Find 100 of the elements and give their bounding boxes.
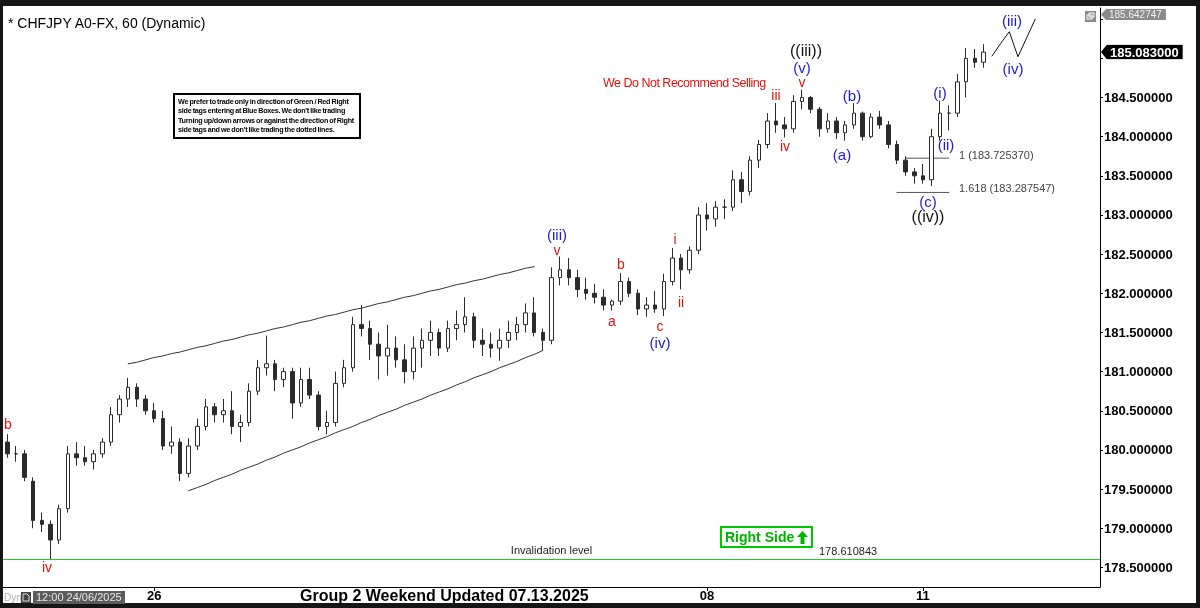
annotation: (iii) bbox=[547, 225, 567, 243]
candlestick bbox=[22, 449, 27, 482]
annotation: i bbox=[673, 231, 677, 247]
candlestick bbox=[273, 359, 277, 392]
candlestick bbox=[532, 296, 536, 337]
candlestick bbox=[523, 302, 528, 333]
candlestick bbox=[662, 273, 666, 317]
candlestick bbox=[869, 112, 873, 139]
candlestick bbox=[670, 247, 675, 286]
candlestick bbox=[411, 335, 416, 380]
candlestick bbox=[48, 519, 53, 560]
candlestick bbox=[83, 445, 87, 467]
line-series bbox=[127, 266, 535, 365]
candlestick bbox=[964, 47, 968, 98]
annotation: 178.610843 bbox=[819, 545, 878, 557]
candlestick bbox=[895, 140, 899, 165]
candlestick bbox=[912, 167, 917, 185]
annotation: (b) bbox=[842, 86, 862, 104]
candlestick bbox=[463, 296, 467, 333]
candlestick bbox=[359, 304, 364, 337]
candlestick bbox=[230, 390, 234, 435]
candlestick bbox=[264, 335, 269, 377]
candlestick bbox=[238, 414, 243, 443]
candlestick bbox=[653, 290, 657, 314]
candlestick bbox=[852, 102, 856, 130]
candlestick bbox=[843, 120, 847, 142]
x-tick-label: 11 bbox=[916, 588, 930, 603]
candlestick bbox=[299, 367, 303, 408]
candlestick bbox=[204, 398, 208, 431]
candlestick bbox=[515, 316, 519, 341]
candlestick bbox=[765, 112, 770, 149]
candlestick bbox=[152, 402, 156, 424]
candlestick bbox=[368, 320, 372, 361]
annotation: iv bbox=[779, 138, 791, 154]
candlestick bbox=[40, 512, 44, 533]
candlestick bbox=[834, 116, 839, 140]
text: 185.083000 bbox=[1101, 44, 1183, 60]
x-tick-label: 08 bbox=[699, 588, 715, 603]
candlestick bbox=[376, 331, 381, 380]
candlestick bbox=[687, 245, 692, 275]
text: Dyn bbox=[4, 592, 22, 603]
candlestick bbox=[454, 310, 459, 341]
y-tick-label: 184.000000 bbox=[1104, 129, 1173, 145]
candlestick bbox=[549, 266, 554, 345]
y-tick-label: 180.000000 bbox=[1104, 442, 1173, 458]
annotation: b bbox=[4, 416, 12, 432]
candlestick bbox=[575, 269, 580, 298]
candlestick bbox=[109, 406, 113, 447]
candlestick bbox=[826, 112, 830, 134]
candlestick bbox=[860, 111, 865, 142]
annotation: a bbox=[608, 313, 616, 329]
annotation: (i) bbox=[933, 83, 947, 101]
annotation: 1.618 (183.287547) bbox=[959, 182, 1056, 194]
candlestick bbox=[886, 120, 891, 149]
candlestick bbox=[877, 110, 882, 130]
candlestick bbox=[178, 437, 182, 482]
candlestick bbox=[748, 155, 752, 196]
candlestick bbox=[5, 433, 10, 459]
candlestick bbox=[290, 367, 295, 420]
candlestick bbox=[161, 410, 165, 451]
text: 12:00 24/06/2025 bbox=[33, 591, 125, 604]
y-tick-label: 182.500000 bbox=[1104, 246, 1173, 262]
candlestick bbox=[497, 328, 502, 362]
candlestick bbox=[57, 504, 61, 545]
text: 185.642747 bbox=[1101, 9, 1166, 20]
y-tick-label: 184.500000 bbox=[1104, 90, 1173, 105]
candlestick bbox=[981, 43, 986, 69]
candlestick bbox=[195, 418, 200, 451]
annotation: We Do Not Recommend Selling bbox=[603, 76, 766, 90]
text: * CHFJPY A0-FX, 60 (Dynamic) bbox=[8, 15, 206, 31]
candlestick bbox=[696, 206, 701, 255]
annotation: v bbox=[798, 74, 806, 90]
candlestick bbox=[705, 202, 709, 232]
candlestick bbox=[74, 441, 79, 467]
candlestick bbox=[731, 169, 735, 212]
candlestick bbox=[91, 449, 96, 471]
candlestick bbox=[186, 437, 191, 478]
candlestick bbox=[428, 320, 433, 357]
candlestick bbox=[757, 139, 761, 169]
candlestick bbox=[446, 320, 450, 353]
annotation: c bbox=[656, 318, 664, 334]
y-tick-label: 179.000000 bbox=[1104, 520, 1173, 536]
candlestick bbox=[601, 288, 606, 312]
annotation: ((iv)) bbox=[911, 208, 945, 226]
candlestick bbox=[636, 288, 640, 316]
candlestick bbox=[618, 272, 623, 306]
y-tick-label: 183.000000 bbox=[1104, 207, 1173, 223]
candlestick bbox=[316, 390, 321, 431]
candlestick bbox=[903, 155, 908, 177]
candlestick bbox=[221, 398, 226, 424]
candlestick bbox=[947, 104, 951, 131]
annotation: (ii) bbox=[937, 135, 955, 153]
candlestick bbox=[169, 425, 174, 455]
ref-line-label: Invalidation level bbox=[510, 544, 593, 557]
candlestick bbox=[558, 255, 562, 286]
candlestick bbox=[66, 445, 70, 514]
candlestick bbox=[627, 277, 631, 298]
y-tick-label: 182.000000 bbox=[1104, 285, 1173, 301]
candlestick bbox=[281, 367, 286, 388]
candlestick bbox=[610, 299, 614, 312]
